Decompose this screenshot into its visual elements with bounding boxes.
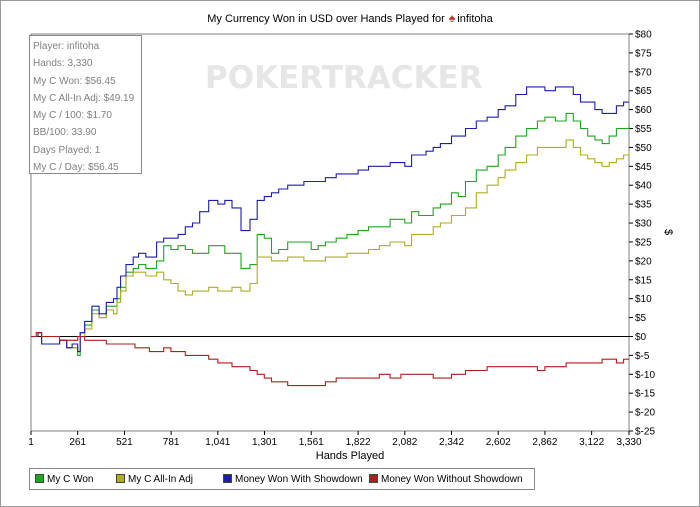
y-tick-label: $40 xyxy=(635,181,652,192)
y-tick-label: $35 xyxy=(635,200,652,211)
series-line-3 xyxy=(31,332,629,387)
y-tick-label: $25 xyxy=(635,237,652,248)
x-axis-label: Hands Played xyxy=(315,450,385,462)
y-axis-label: $ xyxy=(662,228,674,236)
y-tick-label: $5 xyxy=(635,313,647,324)
series-line-1 xyxy=(31,139,630,353)
y-tick-label: $-15 xyxy=(635,389,655,400)
x-tick-label: 2,082 xyxy=(392,437,417,448)
y-tick-label: $-25 xyxy=(635,427,655,438)
chart-title: My Currency Won in USD over Hands Played… xyxy=(0,11,700,25)
y-tick-label: $10 xyxy=(635,294,652,305)
y-tick-label: $45 xyxy=(635,162,652,173)
stats-hands: Hands: 3,330 xyxy=(33,58,93,70)
y-tick-label: $0 xyxy=(635,332,647,343)
stats-player: Player: infitoha xyxy=(33,41,100,52)
x-tick-label: 2,342 xyxy=(439,437,464,448)
stats-bb100: BB/100: 33.90 xyxy=(33,127,97,139)
legend-swatch xyxy=(116,474,125,483)
y-tick-label: $50 xyxy=(635,143,652,154)
legend-swatch xyxy=(369,474,378,483)
x-tick-label: 1,561 xyxy=(299,437,324,448)
y-tick-label: $15 xyxy=(635,275,652,286)
spade-icon: ♠ xyxy=(448,11,456,25)
legend-item-my-c-won[interactable]: My C Won xyxy=(35,474,94,485)
stats-per100: My C / 100: $1.70 xyxy=(33,110,112,122)
x-tick-label: 3,330 xyxy=(616,437,641,448)
chart-legend: My C Won My C All-In Adj Money Won With … xyxy=(29,468,535,490)
x-tick-label: 3,122 xyxy=(579,437,604,448)
stats-per-day: My C / Day: $56.45 xyxy=(33,162,119,174)
y-tick-label: $60 xyxy=(635,105,652,116)
y-tick-label: $55 xyxy=(635,124,652,135)
series-line-0 xyxy=(31,112,630,356)
stats-allin-adj: My C All-In Adj: $49.19 xyxy=(33,92,135,104)
stats-won: My C Won: $56.45 xyxy=(33,75,116,87)
y-tick-label: $-20 xyxy=(635,408,655,419)
y-tick-label: $70 xyxy=(635,67,652,78)
stats-days: Days Played: 1 xyxy=(33,144,101,156)
chart-title-text: My Currency Won in USD over Hands Played… xyxy=(207,13,445,25)
y-tick-label: $-5 xyxy=(635,351,650,362)
y-tick-label: $75 xyxy=(635,48,652,59)
legend-swatch xyxy=(223,474,232,483)
x-tick-label: 1,822 xyxy=(346,437,371,448)
y-tick-label: $-10 xyxy=(635,370,655,381)
x-tick-label: 2,862 xyxy=(532,437,557,448)
y-tick-label: $20 xyxy=(635,256,652,267)
legend-swatch xyxy=(35,474,44,483)
series-line-2 xyxy=(31,86,629,353)
x-tick-label: 521 xyxy=(116,437,133,448)
pokertracker-watermark: POKERTRACKER xyxy=(205,60,483,96)
legend-item-won-with-showdown[interactable]: Money Won With Showdown xyxy=(223,474,363,485)
x-tick-label: 1,041 xyxy=(205,437,230,448)
x-tick-label: 1 xyxy=(28,437,34,448)
legend-item-my-c-allin-adj[interactable]: My C All-In Adj xyxy=(116,474,193,485)
x-tick-label: 781 xyxy=(163,437,180,448)
y-tick-label: $65 xyxy=(635,86,652,97)
legend-item-won-without-showdown[interactable]: Money Won Without Showdown xyxy=(369,474,523,485)
y-tick-label: $80 xyxy=(635,30,652,41)
x-tick-label: 261 xyxy=(69,437,86,448)
plot-area-border xyxy=(30,33,630,432)
x-tick-label: 2,602 xyxy=(486,437,511,448)
chart-title-player: infitoha xyxy=(457,13,493,25)
y-tick-label: $30 xyxy=(635,219,652,230)
stats-box: Player: infitoha Hands: 3,330 My C Won: … xyxy=(29,35,142,174)
x-tick-label: 1,301 xyxy=(252,437,277,448)
